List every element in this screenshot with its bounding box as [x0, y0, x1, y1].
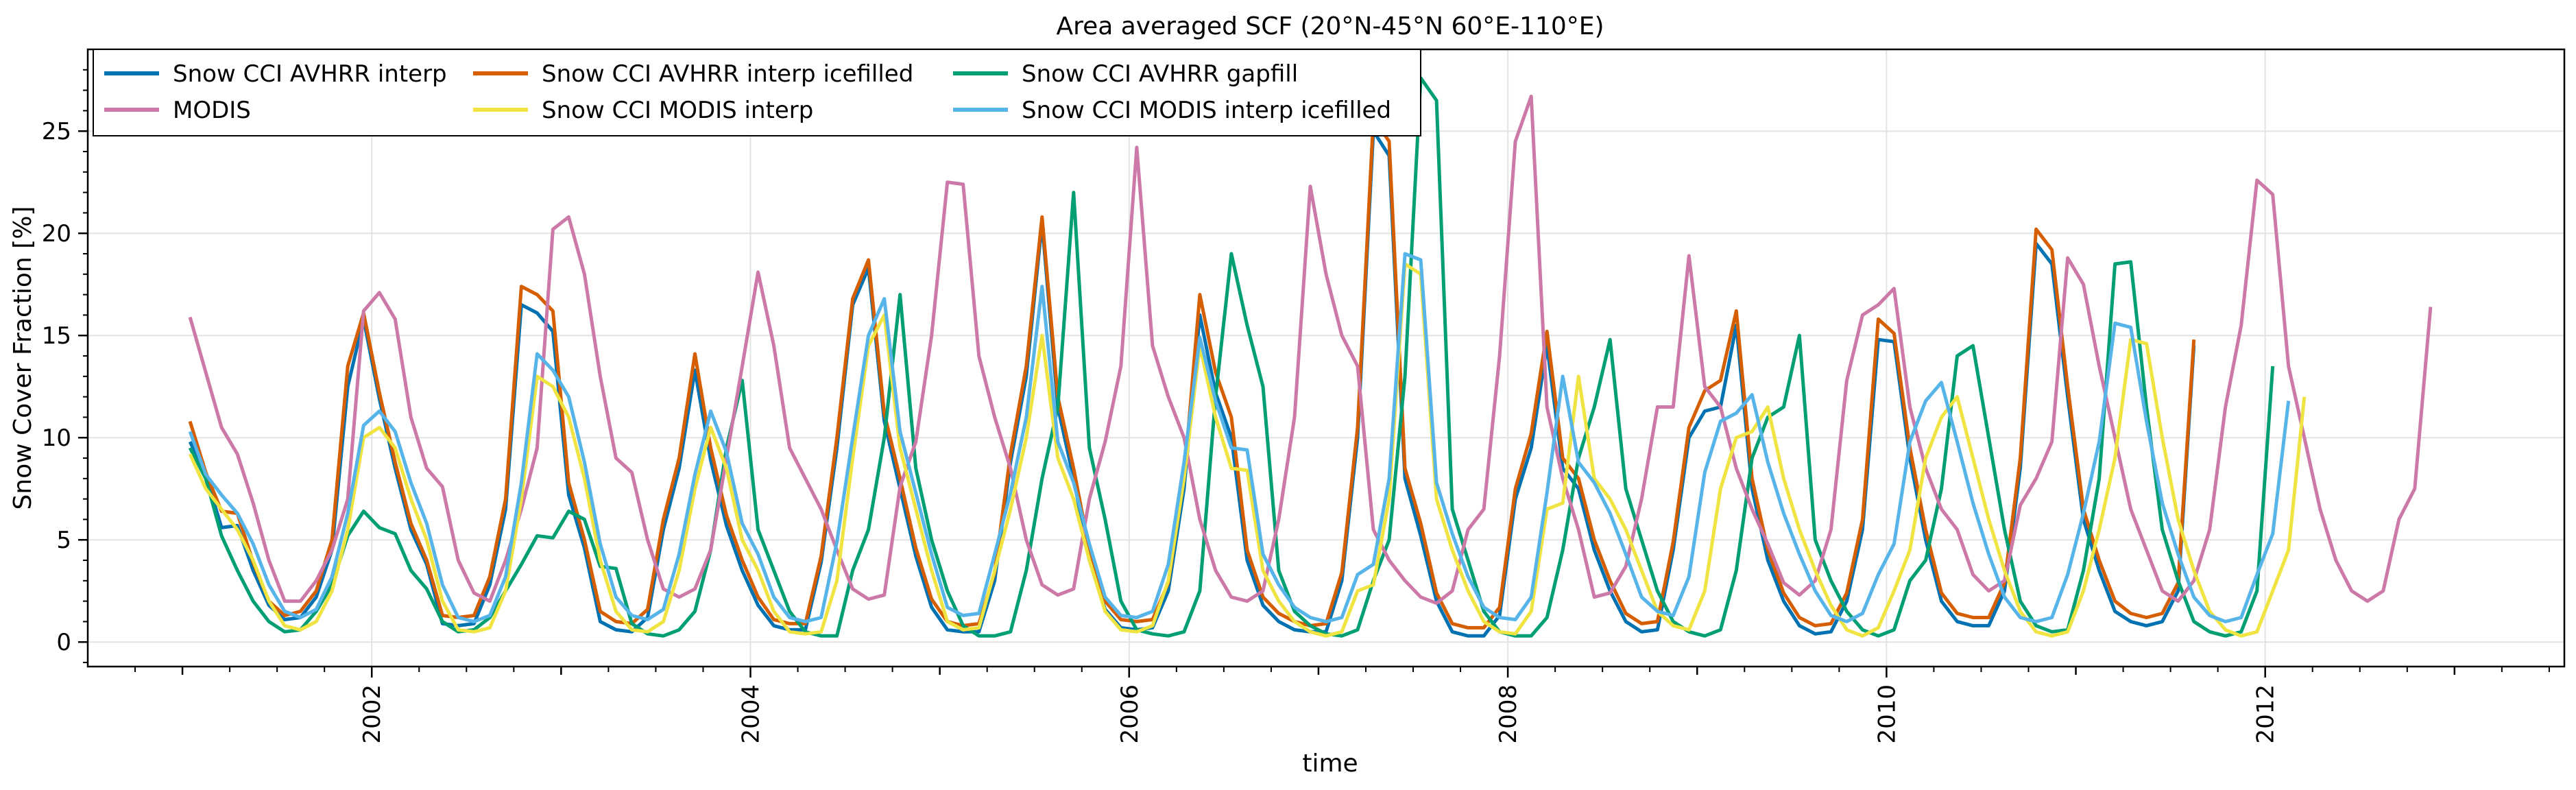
x-tick-label: 2004 [738, 684, 765, 744]
chart-title: Area averaged SCF (20°N-45°N 60°E-110°E) [1056, 12, 1604, 40]
x-axis: 2002 2004 2006 2008 2010 2012 [134, 667, 2550, 744]
x-tick-label: 2010 [1873, 684, 1901, 744]
y-tick-label: 5 [56, 527, 71, 554]
y-tick-label: 10 [42, 424, 71, 452]
x-tick-label: 2008 [1495, 684, 1522, 744]
legend-box [93, 49, 1421, 136]
series-line [188, 252, 2291, 623]
legend-label: Snow CCI AVHRR gapfill [1022, 60, 1298, 88]
x-tick-label: 2006 [1116, 684, 1144, 744]
legend-label: Snow CCI MODIS interp [542, 97, 813, 124]
legend-label: Snow CCI MODIS interp icefilled [1022, 97, 1391, 124]
legend-label: MODIS [173, 97, 251, 124]
x-axis-label: time [1302, 750, 1358, 778]
x-tick-label: 2002 [359, 684, 386, 744]
legend-label: Snow CCI AVHRR interp [173, 60, 447, 88]
y-tick-label: 15 [42, 322, 71, 350]
series-line [188, 262, 2307, 638]
series-line [188, 76, 2275, 638]
series-line [188, 117, 2196, 630]
y-axis: 0 5 10 15 20 25 [42, 69, 88, 664]
y-axis-label: Snow Cover Fraction [%] [9, 206, 37, 510]
y-tick-label: 0 [56, 629, 71, 656]
y-tick-label: 25 [42, 118, 71, 145]
x-tick-label: 2012 [2252, 684, 2280, 744]
legend: Snow CCI AVHRR interp Snow CCI AVHRR inte… [93, 49, 1421, 136]
y-tick-label: 20 [42, 220, 71, 248]
legend-label: Snow CCI AVHRR interp icefilled [542, 60, 913, 88]
plot-lines [188, 76, 2433, 638]
series-line [188, 95, 2433, 606]
